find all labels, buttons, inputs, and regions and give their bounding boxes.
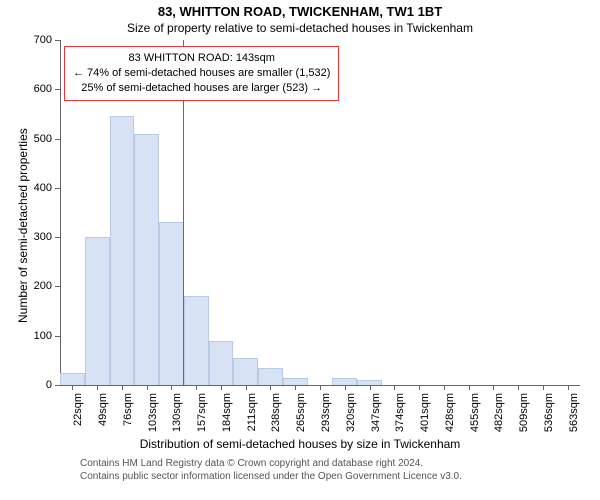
histogram-bar — [332, 378, 357, 385]
y-tick-mark — [55, 188, 60, 189]
x-tick-label: 184sqm — [221, 393, 233, 443]
x-tick-label: 428sqm — [444, 393, 456, 443]
x-tick-mark — [320, 385, 321, 390]
x-tick-label: 49sqm — [97, 393, 109, 443]
x-tick-mark — [444, 385, 445, 390]
x-tick-label: 76sqm — [122, 393, 134, 443]
histogram-bar — [283, 378, 308, 385]
x-tick-mark — [246, 385, 247, 390]
x-tick-label: 455sqm — [469, 393, 481, 443]
x-tick-label: 293sqm — [320, 393, 332, 443]
footer-attribution: Contains HM Land Registry data © Crown c… — [80, 457, 462, 483]
footer-line1: Contains HM Land Registry data © Crown c… — [80, 457, 462, 470]
title-sub: Size of property relative to semi-detach… — [0, 21, 600, 35]
x-tick-mark — [122, 385, 123, 390]
x-tick-mark — [568, 385, 569, 390]
y-tick-mark — [55, 139, 60, 140]
y-tick-label: 0 — [12, 379, 52, 391]
x-tick-mark — [221, 385, 222, 390]
x-tick-label: 401sqm — [419, 393, 431, 443]
x-tick-mark — [171, 385, 172, 390]
y-tick-mark — [55, 40, 60, 41]
y-axis-line — [60, 40, 61, 385]
x-tick-mark — [469, 385, 470, 390]
x-tick-label: 22sqm — [72, 393, 84, 443]
x-tick-mark — [493, 385, 494, 390]
y-axis-label: Number of semi-detached properties — [16, 128, 30, 323]
y-tick-mark — [55, 286, 60, 287]
footer-line2: Contains public sector information licen… — [80, 470, 462, 483]
x-tick-label: 347sqm — [370, 393, 382, 443]
x-tick-mark — [370, 385, 371, 390]
histogram-bar — [60, 373, 85, 385]
x-tick-label: 563sqm — [568, 393, 580, 443]
annotation-box: 83 WHITTON ROAD: 143sqm← 74% of semi-det… — [64, 46, 339, 101]
x-tick-mark — [270, 385, 271, 390]
x-axis-label: Distribution of semi-detached houses by … — [0, 437, 600, 451]
y-tick-mark — [55, 89, 60, 90]
plot-area: 010020030040050060070022sqm49sqm76sqm103… — [60, 40, 580, 385]
x-tick-mark — [419, 385, 420, 390]
x-tick-mark — [196, 385, 197, 390]
x-tick-label: 130sqm — [171, 393, 183, 443]
histogram-bar — [159, 222, 184, 385]
histogram-bar — [184, 296, 209, 385]
y-tick-mark — [55, 336, 60, 337]
annotation-line: 25% of semi-detached houses are larger (… — [73, 81, 330, 96]
histogram-bar — [233, 358, 258, 385]
x-tick-mark — [295, 385, 296, 390]
x-tick-mark — [518, 385, 519, 390]
x-tick-mark — [394, 385, 395, 390]
title-main: 83, WHITTON ROAD, TWICKENHAM, TW1 1BT — [0, 4, 600, 19]
histogram-bar — [85, 237, 110, 385]
x-tick-label: 320sqm — [345, 393, 357, 443]
histogram-bar — [258, 368, 283, 385]
histogram-bar — [110, 116, 135, 385]
y-tick-label: 100 — [12, 330, 52, 342]
x-tick-mark — [72, 385, 73, 390]
histogram-bar — [209, 341, 234, 385]
chart-container: 83, WHITTON ROAD, TWICKENHAM, TW1 1BT Si… — [0, 0, 600, 500]
x-tick-label: 482sqm — [493, 393, 505, 443]
x-tick-label: 238sqm — [270, 393, 282, 443]
x-tick-label: 157sqm — [196, 393, 208, 443]
annotation-line: ← 74% of semi-detached houses are smalle… — [73, 66, 330, 81]
x-tick-mark — [97, 385, 98, 390]
y-tick-mark — [55, 385, 60, 386]
y-tick-mark — [55, 237, 60, 238]
x-tick-label: 211sqm — [246, 393, 258, 443]
x-tick-label: 103sqm — [147, 393, 159, 443]
x-tick-mark — [543, 385, 544, 390]
x-tick-label: 509sqm — [518, 393, 530, 443]
y-tick-label: 600 — [12, 83, 52, 95]
x-tick-label: 374sqm — [394, 393, 406, 443]
y-tick-label: 700 — [12, 34, 52, 46]
histogram-bar — [134, 134, 159, 385]
x-tick-label: 536sqm — [543, 393, 555, 443]
annotation-line: 83 WHITTON ROAD: 143sqm — [73, 51, 330, 66]
x-tick-mark — [147, 385, 148, 390]
x-tick-mark — [345, 385, 346, 390]
x-tick-label: 265sqm — [295, 393, 307, 443]
